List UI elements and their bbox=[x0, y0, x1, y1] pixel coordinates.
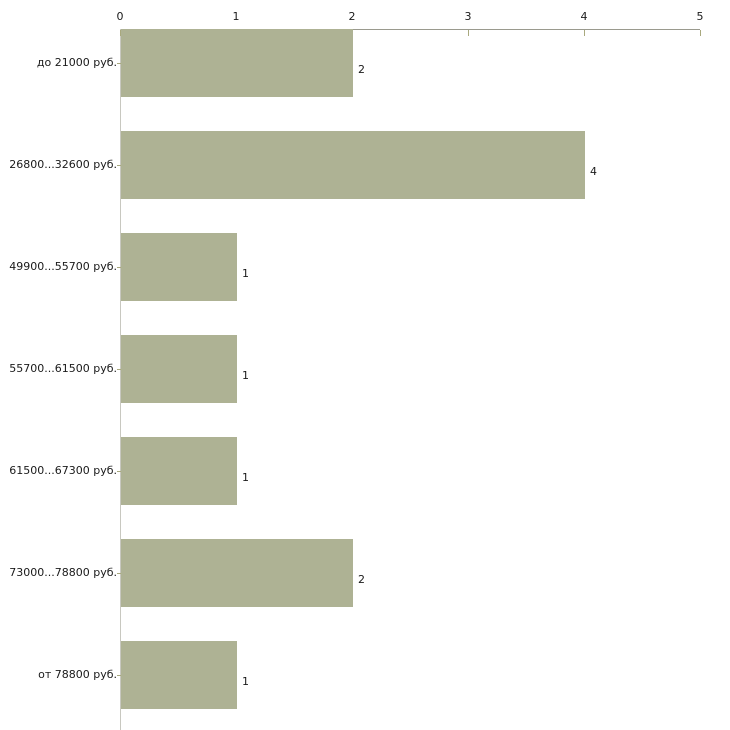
x-tick-label: 3 bbox=[464, 10, 472, 23]
bar-value-label: 2 bbox=[358, 573, 365, 586]
category-tick bbox=[117, 369, 121, 370]
x-tick-label: 0 bbox=[116, 10, 124, 23]
y-axis-line bbox=[120, 29, 121, 730]
x-tick-label: 5 bbox=[696, 10, 704, 23]
category-label: 49900...55700 руб. bbox=[9, 260, 117, 273]
category-label: 73000...78800 руб. bbox=[9, 566, 117, 579]
category-tick bbox=[117, 63, 121, 64]
category-label: 26800...32600 руб. bbox=[9, 158, 117, 171]
category-label: от 78800 руб. bbox=[38, 668, 117, 681]
bar bbox=[121, 29, 353, 97]
x-tick-5 bbox=[700, 30, 701, 36]
bar bbox=[121, 539, 353, 607]
bar-value-label: 2 bbox=[358, 63, 365, 76]
bar-value-label: 1 bbox=[242, 675, 249, 688]
category-tick bbox=[117, 165, 121, 166]
bar-value-label: 1 bbox=[242, 471, 249, 484]
bar bbox=[121, 335, 237, 403]
bar-value-label: 1 bbox=[242, 267, 249, 280]
x-tick-0 bbox=[120, 30, 121, 36]
x-tick-3 bbox=[468, 30, 469, 36]
x-tick-label: 2 bbox=[348, 10, 356, 23]
bar-value-label: 4 bbox=[590, 165, 597, 178]
category-tick bbox=[117, 573, 121, 574]
x-axis-line bbox=[120, 29, 700, 30]
bar-value-label: 1 bbox=[242, 369, 249, 382]
category-tick bbox=[117, 471, 121, 472]
bar bbox=[121, 233, 237, 301]
bar bbox=[121, 641, 237, 709]
category-tick bbox=[117, 267, 121, 268]
bar bbox=[121, 131, 585, 199]
category-tick bbox=[117, 675, 121, 676]
x-tick-label: 4 bbox=[580, 10, 588, 23]
x-tick-label: 1 bbox=[232, 10, 240, 23]
category-label: до 21000 руб. bbox=[36, 56, 117, 69]
category-label: 61500...67300 руб. bbox=[9, 464, 117, 477]
bar bbox=[121, 437, 237, 505]
x-tick-4 bbox=[584, 30, 585, 36]
category-label: 55700...61500 руб. bbox=[9, 362, 117, 375]
